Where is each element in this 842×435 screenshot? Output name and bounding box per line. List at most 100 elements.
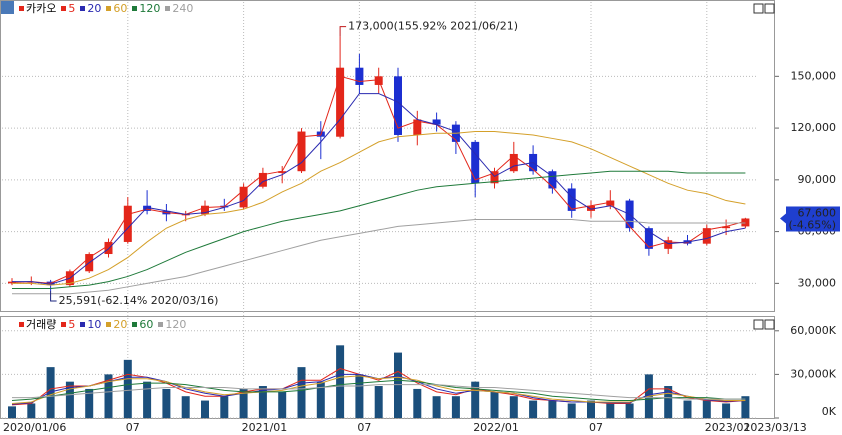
volume-bar — [162, 388, 171, 418]
ma-line — [12, 384, 746, 400]
candle-body — [239, 186, 248, 208]
ma-line — [11, 375, 746, 404]
ma-line — [12, 131, 746, 286]
button[interactable] — [753, 3, 764, 14]
button[interactable] — [764, 3, 775, 14]
volume-bar — [46, 367, 55, 418]
y-tick-label: 60,000K — [790, 324, 836, 337]
annotation-pointer — [339, 26, 347, 37]
legend-item: 20 — [87, 2, 102, 15]
current-price: 67,600 — [798, 206, 837, 219]
volume-bar — [297, 367, 306, 418]
candle-body — [201, 205, 209, 215]
x-tick-label: 2023/03/13 — [743, 421, 806, 434]
candle-body — [664, 240, 673, 249]
candle-body — [394, 76, 402, 135]
legend-item: 60 — [139, 318, 154, 331]
volume-bar — [278, 391, 287, 418]
x-tick-label: 2022/01 — [473, 421, 519, 434]
volume-bar — [625, 403, 634, 418]
candle-body — [123, 205, 132, 242]
volume-bar — [201, 400, 209, 418]
price-panel — [0, 0, 775, 312]
candle-body — [606, 200, 615, 206]
volume-bar — [471, 381, 480, 418]
x-tick-label: 2020/01/06 — [3, 421, 66, 434]
candle-body — [490, 171, 499, 184]
annotation: 173,000(155.92% 2021/06/21) — [348, 20, 518, 33]
legend-swatch — [61, 6, 67, 11]
volume-bar — [85, 388, 94, 418]
annotation-pointer — [50, 290, 57, 302]
x-tick-label: 2021/01 — [242, 421, 288, 434]
candle-body — [432, 119, 441, 125]
volume-legend: 거래량 5 10 20 60 120 — [16, 318, 188, 331]
volume-bar — [509, 396, 518, 418]
legend-item: 5 — [68, 318, 76, 331]
volume-bar — [220, 396, 229, 418]
legend-swatch — [80, 322, 86, 327]
legend-swatch — [61, 322, 67, 327]
ma-line — [11, 379, 746, 402]
legend-item: 120 — [165, 318, 187, 331]
legend-title: 거래량 — [26, 318, 57, 331]
y-tick-label: 90,000 — [798, 173, 837, 186]
volume-bar — [413, 388, 422, 418]
volume-bar — [567, 403, 576, 418]
volume-bar — [181, 396, 190, 418]
volume-bar — [432, 396, 441, 418]
price-legend: 카카오 5 20 60 120 240 — [16, 2, 195, 15]
legend-item: 120 — [139, 2, 161, 15]
button[interactable] — [753, 319, 764, 330]
volume-bar — [8, 406, 16, 418]
x-tick-label: 2023/01 — [705, 421, 751, 434]
candle-body — [336, 67, 345, 137]
volume-bar — [394, 352, 402, 418]
candle-body — [509, 153, 518, 172]
candle-body — [143, 205, 152, 211]
y-tick-label: 30,000K — [790, 367, 836, 380]
legend-swatch — [165, 6, 171, 11]
marks: 173,000(155.92% 2021/06/21) 25,591(-62.14… — [8, 20, 840, 418]
candle-body — [702, 228, 711, 244]
legend-swatch — [132, 322, 138, 327]
legend-swatch — [19, 322, 24, 327]
icon[interactable] — [1, 1, 14, 14]
ma-line — [12, 93, 746, 285]
legend-title: 카카오 — [26, 2, 57, 15]
candle-body — [471, 141, 480, 184]
y-tick-label: 30,000 — [798, 276, 837, 289]
legend-swatch — [106, 322, 112, 327]
volume-bar — [239, 388, 248, 418]
ma-line — [12, 170, 746, 290]
volume-bar — [722, 403, 731, 418]
volume-bar — [316, 381, 325, 418]
candle-body — [104, 241, 113, 255]
candle-body — [567, 188, 576, 211]
legend-item: 20 — [113, 318, 128, 331]
volume-bar — [664, 386, 673, 418]
legend-item: 5 — [68, 2, 76, 15]
candle-body — [355, 67, 364, 85]
x-tick-label: 07 — [357, 421, 371, 434]
y-tick-label: 150,000 — [791, 69, 837, 82]
x-tick-label: 07 — [589, 421, 603, 434]
candle-body — [413, 119, 422, 135]
ma-line — [12, 219, 746, 295]
legend-item: 60 — [113, 2, 128, 15]
volume-bar — [529, 400, 538, 418]
legend-swatch — [132, 6, 138, 11]
volume-bar — [258, 386, 267, 418]
volume-bar — [451, 396, 460, 418]
volume-bar — [490, 391, 499, 418]
current-change: (-4.65%) — [789, 218, 837, 231]
button[interactable] — [764, 319, 775, 330]
volume-bar — [741, 396, 750, 418]
current-price-box — [786, 206, 840, 232]
volume-bar — [65, 381, 74, 418]
candle-body — [278, 171, 287, 173]
annotation: 25,591(-62.14% 2020/03/16) — [59, 294, 219, 307]
legend-swatch — [19, 6, 24, 11]
